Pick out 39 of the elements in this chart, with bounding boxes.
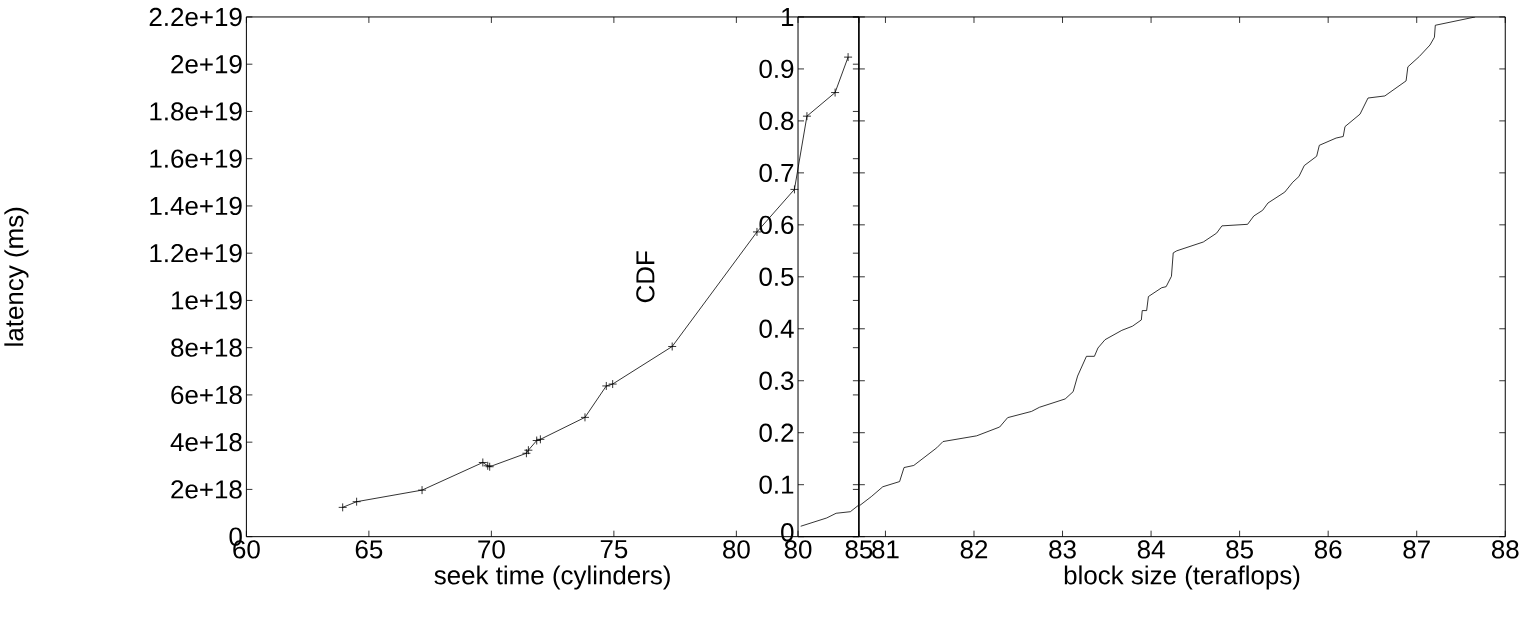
x-tick-label: 85	[845, 539, 873, 559]
y-tick-label: 1e+19	[172, 291, 242, 310]
x-tick-label: 82	[960, 539, 988, 559]
x-tick-label: 87	[1403, 539, 1430, 559]
y-tick-label: 0.5	[759, 267, 794, 286]
y-tick-label: 0.1	[759, 475, 794, 494]
x-tick-label: 83	[1049, 539, 1076, 559]
x-tick-label: 80	[723, 539, 750, 559]
x-axis-title: seek time (cylinders)	[434, 565, 670, 590]
x-tick-label: 84	[1137, 539, 1165, 559]
y-tick-label: 2.2e+19	[149, 7, 242, 26]
x-tick-label: 75	[600, 539, 628, 559]
y-tick-label: 2e+19	[171, 54, 242, 74]
y-axis-title: CDF	[636, 251, 655, 302]
y-tick-label: 1.2e+19	[150, 243, 242, 263]
y-axis-title: latency (ms)	[4, 207, 29, 346]
y-tick-label: 1.4e+19	[150, 196, 242, 215]
x-tick-label: 86	[1314, 539, 1342, 559]
y-tick-label: 2e+18	[171, 480, 242, 499]
y-tick-label: 0.4	[759, 319, 794, 338]
y-tick-label: 0.8	[759, 111, 794, 130]
x-tick-label: 80	[784, 539, 812, 559]
y-tick-label: 6e+18	[171, 385, 242, 404]
y-tick-label: 4e+18	[170, 432, 242, 452]
y-tick-label: 1.6e+19	[150, 149, 242, 168]
x-tick-label: 88	[1491, 539, 1519, 559]
y-tick-label: 0.7	[759, 163, 794, 182]
y-tick-label: 0.9	[759, 59, 794, 78]
y-tick-label: 0.2	[759, 423, 794, 442]
x-tick-label: 65	[355, 539, 383, 559]
x-tick-label: 85	[1226, 539, 1253, 559]
y-tick-label: 0.6	[759, 215, 794, 234]
y-tick-label: 8e+18	[171, 338, 242, 357]
y-tick-label: 0.3	[759, 371, 794, 390]
x-tick-label: 70	[478, 539, 505, 559]
x-tick-label: 81	[872, 539, 899, 559]
y-tick-label: 1	[782, 7, 794, 26]
y-tick-label: 1.8e+19	[150, 102, 242, 121]
x-axis-title: block size (teraflops)	[1064, 565, 1300, 590]
